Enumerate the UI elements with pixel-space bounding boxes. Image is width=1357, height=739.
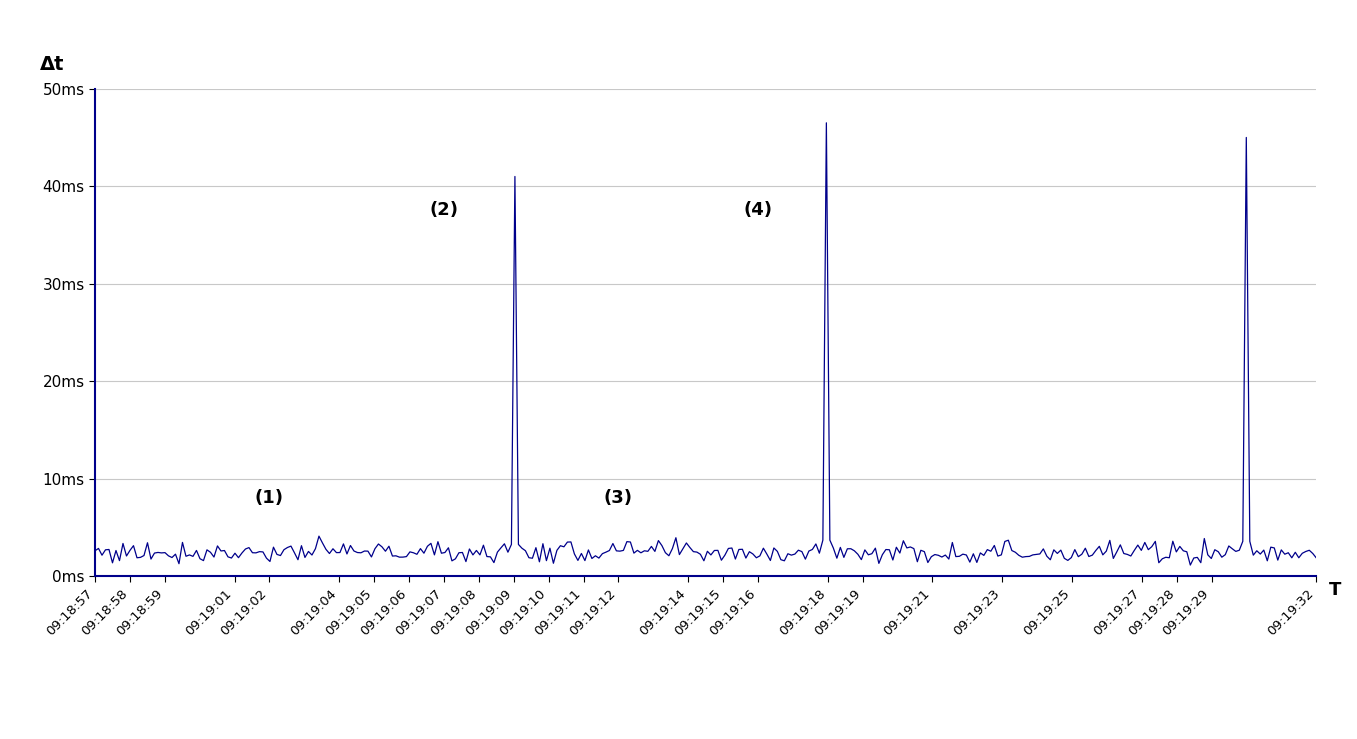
Text: (3): (3) bbox=[604, 489, 632, 507]
Text: (1): (1) bbox=[255, 489, 284, 507]
Text: T: T bbox=[1329, 582, 1341, 599]
Text: (2): (2) bbox=[429, 202, 459, 219]
Text: Δt: Δt bbox=[41, 55, 65, 74]
Text: (4): (4) bbox=[744, 202, 772, 219]
